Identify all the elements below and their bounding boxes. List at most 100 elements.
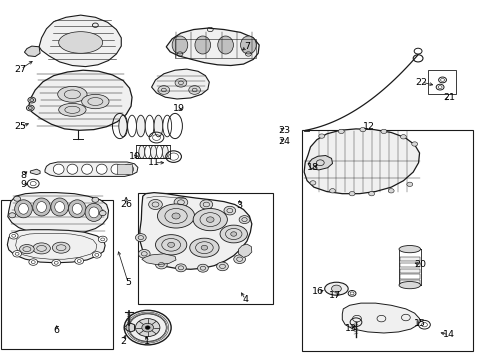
Circle shape: [368, 192, 374, 196]
Circle shape: [92, 252, 101, 258]
Ellipse shape: [67, 164, 78, 174]
Text: 8: 8: [20, 171, 26, 180]
Ellipse shape: [59, 103, 86, 116]
Circle shape: [206, 217, 214, 222]
Circle shape: [99, 211, 106, 216]
Ellipse shape: [119, 115, 127, 137]
Text: 22: 22: [415, 77, 427, 86]
Circle shape: [167, 242, 174, 247]
Bar: [138, 193, 272, 304]
Circle shape: [26, 105, 34, 111]
Polygon shape: [307, 156, 332, 170]
Polygon shape: [140, 193, 251, 269]
Polygon shape: [45, 162, 138, 176]
Polygon shape: [166, 28, 259, 66]
Ellipse shape: [33, 243, 50, 254]
Ellipse shape: [51, 198, 68, 216]
Circle shape: [387, 189, 393, 193]
Ellipse shape: [19, 203, 28, 214]
Polygon shape: [304, 129, 419, 194]
Ellipse shape: [37, 202, 46, 212]
Ellipse shape: [240, 36, 256, 54]
Ellipse shape: [68, 200, 86, 218]
Bar: [117, 164, 132, 174]
Ellipse shape: [15, 200, 32, 218]
Circle shape: [331, 285, 341, 292]
Ellipse shape: [398, 282, 420, 289]
Ellipse shape: [139, 145, 144, 158]
Text: 27: 27: [15, 65, 26, 74]
Text: 10: 10: [128, 152, 140, 161]
Text: 24: 24: [278, 136, 290, 145]
Ellipse shape: [195, 36, 210, 54]
Ellipse shape: [144, 145, 150, 158]
Polygon shape: [24, 46, 40, 57]
Circle shape: [200, 200, 212, 209]
Ellipse shape: [89, 207, 99, 218]
Ellipse shape: [217, 36, 233, 54]
Text: 1: 1: [143, 337, 149, 346]
Circle shape: [230, 232, 236, 236]
Ellipse shape: [96, 164, 107, 174]
Circle shape: [175, 264, 186, 272]
Circle shape: [318, 134, 324, 138]
Bar: [399, 274, 419, 279]
Circle shape: [224, 206, 235, 215]
Circle shape: [216, 262, 228, 271]
Text: 17: 17: [328, 292, 340, 300]
Circle shape: [145, 326, 150, 329]
Ellipse shape: [20, 244, 34, 254]
Circle shape: [172, 213, 180, 219]
Circle shape: [135, 234, 146, 242]
Circle shape: [92, 197, 99, 202]
Circle shape: [28, 97, 36, 103]
Ellipse shape: [111, 164, 122, 174]
Polygon shape: [342, 303, 419, 333]
Ellipse shape: [33, 198, 50, 216]
Circle shape: [201, 245, 207, 250]
Circle shape: [30, 99, 34, 102]
Ellipse shape: [188, 86, 200, 94]
Bar: [175, 39, 255, 58]
Circle shape: [233, 255, 245, 264]
Circle shape: [380, 129, 386, 134]
Circle shape: [98, 236, 107, 243]
Polygon shape: [124, 323, 134, 332]
Circle shape: [349, 318, 361, 327]
Circle shape: [197, 264, 208, 272]
Ellipse shape: [157, 204, 194, 228]
Polygon shape: [8, 193, 108, 235]
Ellipse shape: [59, 32, 102, 53]
Ellipse shape: [150, 145, 156, 158]
Ellipse shape: [55, 202, 64, 212]
Text: 23: 23: [278, 126, 290, 135]
Text: 26: 26: [120, 200, 132, 209]
Circle shape: [75, 258, 83, 264]
Bar: [399, 280, 419, 284]
Text: 6: 6: [54, 326, 60, 335]
Ellipse shape: [163, 115, 171, 137]
Text: 2: 2: [121, 337, 126, 346]
Ellipse shape: [324, 282, 347, 295]
Circle shape: [148, 199, 162, 210]
Ellipse shape: [162, 145, 168, 158]
Polygon shape: [142, 254, 176, 265]
Circle shape: [348, 192, 354, 196]
Ellipse shape: [53, 164, 64, 174]
Ellipse shape: [145, 115, 154, 137]
Text: 20: 20: [414, 260, 426, 269]
Circle shape: [14, 196, 20, 201]
Polygon shape: [238, 244, 251, 257]
Bar: [399, 257, 419, 261]
Circle shape: [406, 182, 412, 186]
Circle shape: [359, 127, 365, 132]
Ellipse shape: [72, 203, 82, 214]
Circle shape: [309, 181, 315, 185]
Ellipse shape: [398, 246, 420, 253]
Ellipse shape: [175, 78, 186, 87]
Text: 18: 18: [306, 163, 318, 172]
Circle shape: [174, 197, 187, 207]
Circle shape: [135, 319, 160, 337]
Circle shape: [13, 251, 21, 257]
Ellipse shape: [58, 86, 87, 102]
